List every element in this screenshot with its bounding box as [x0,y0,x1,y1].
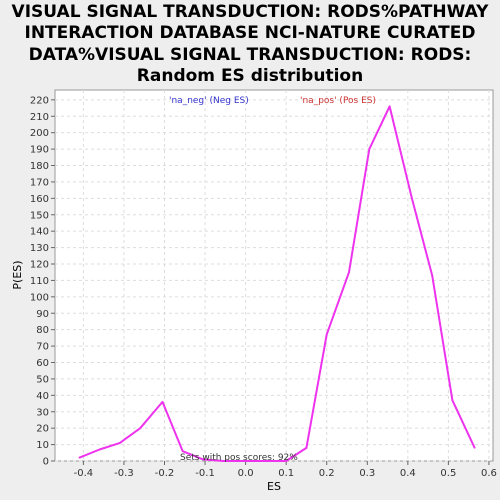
y-tick-label: 220 [30,95,49,106]
data-point [285,460,287,462]
y-tick-label: 50 [36,374,49,385]
y-tick-label: 90 [36,309,49,320]
data-point [119,442,121,444]
y-tick-label: 190 [30,145,49,156]
data-point [78,456,81,459]
chart-title-line-4: Random ES distribution [136,66,364,86]
y-tick-label: 210 [30,112,49,123]
grid-layer [55,90,493,462]
y-axis-label: P(ES) [11,260,24,289]
y-tick-label: 170 [30,177,49,188]
y-tick-label: 0 [43,457,49,468]
data-point [265,460,267,462]
data-point [411,197,413,200]
data-point [161,401,164,403]
y-tick-label: 180 [30,161,49,172]
x-tick-label: -0.2 [155,468,175,479]
y-tick-label: 110 [30,276,49,287]
x-tick-label: 0.6 [481,468,497,479]
x-tick-label: 0.5 [440,468,456,479]
y-tick-label: 70 [36,342,49,353]
data-point [222,460,225,462]
data-point [388,105,391,108]
y-tick-label: 130 [30,243,49,254]
y-tick-label: 160 [30,194,49,205]
x-tick-label: -0.1 [195,468,215,479]
series-line [78,105,476,462]
legend-entry-neg: 'na_neg' (Neg ES) [169,96,249,106]
series-layer [78,105,476,462]
y-tick-label: 140 [30,227,49,238]
y-tick-label: 150 [30,210,49,221]
chart-title-line-1: VISUAL SIGNAL TRANSDUCTION: RODS%PATHWAY [11,2,489,22]
data-point [473,447,476,449]
chart-title-line-3: DATA%VISUAL SIGNAL TRANSDUCTION: RODS: [28,45,472,65]
data-point [244,460,247,462]
data-point [305,447,308,449]
data-point [139,427,141,429]
x-tick-label: 0.1 [278,468,294,479]
y-tick-label: 10 [36,440,49,451]
data-point [98,448,101,451]
data-point [368,148,371,150]
legend: 'na_neg' (Neg ES) 'na_pos' (Pos ES) [169,96,376,106]
y-tick-label: 120 [30,260,49,271]
y-tick-label: 80 [36,325,49,336]
y-tick-label: 40 [36,391,49,402]
data-point [348,271,350,274]
x-tick-label: -0.4 [74,468,94,479]
plot-area [54,89,494,462]
y-tick-label: 30 [36,407,49,418]
x-tick-label: 0.4 [400,468,416,479]
data-point [181,450,184,452]
x-tick-label: 0.2 [319,468,335,479]
data-point [202,458,204,461]
x-axis-label: ES [267,480,281,493]
data-point [431,274,433,277]
data-point [325,333,328,336]
x-tick-label: -0.3 [114,468,134,479]
axis-layer: 0 10 20 30 40 50 60 70 80 90 100 110 120 130 140 150 160… [30,95,497,479]
y-tick-label: 200 [30,128,49,139]
chart-title-line-2: INTERACTION DATABASE NCI-NATURE CURATED [24,23,476,43]
y-tick-label: 60 [36,358,49,369]
legend-entry-pos: 'na_pos' (Pos ES) [300,96,376,106]
y-tick-label: 20 [36,424,49,435]
y-tick-label: 100 [30,292,49,303]
data-point [451,399,454,402]
x-tick-label: 0.0 [238,468,254,479]
annotation-pos-scores: Sets with pos scores: 92% [180,453,298,463]
x-tick-label: 0.3 [359,468,375,479]
